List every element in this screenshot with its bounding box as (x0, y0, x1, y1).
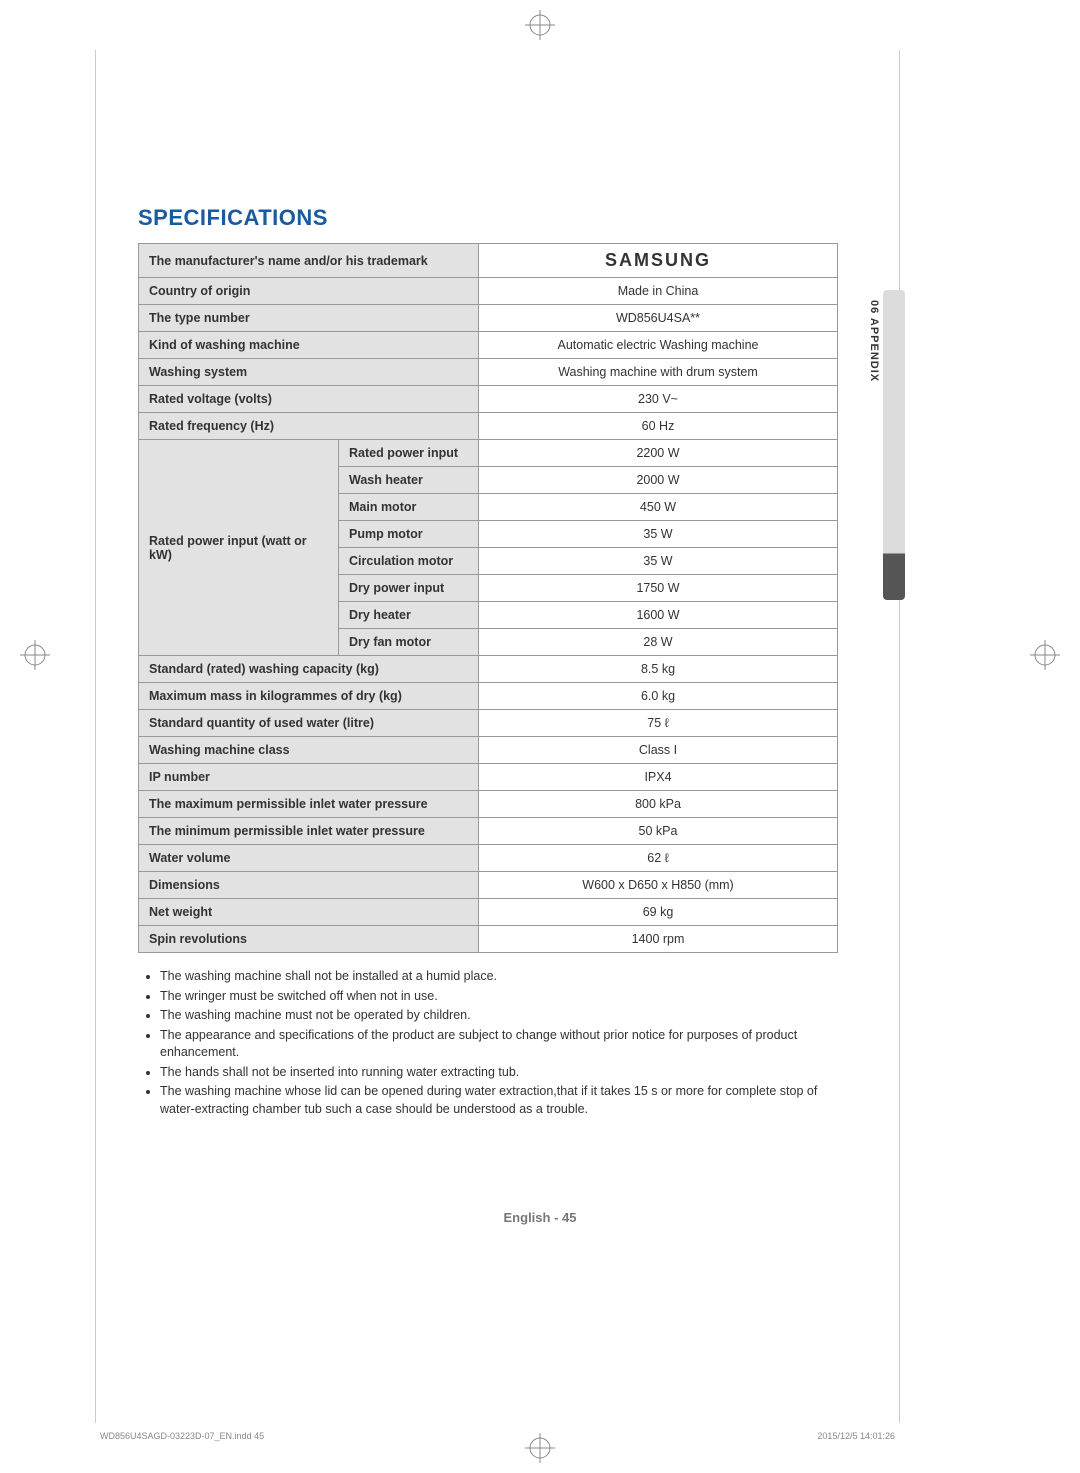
trim-line-left (95, 50, 96, 1423)
spec-value: 62 ℓ (479, 845, 838, 872)
spec-value: 6.0 kg (479, 683, 838, 710)
spec-value: 2000 W (479, 467, 838, 494)
spec-sublabel: Pump motor (339, 521, 479, 548)
indd-filename: WD856U4SAGD-03223D-07_EN.indd 45 (100, 1431, 264, 1441)
note-item: The washing machine whose lid can be ope… (160, 1083, 840, 1118)
spec-value: 2200 W (479, 440, 838, 467)
spec-value: Automatic electric Washing machine (479, 332, 838, 359)
spec-value: 800 kPa (479, 791, 838, 818)
page-footer: English - 45 (120, 1210, 960, 1225)
spec-sublabel: Dry power input (339, 575, 479, 602)
spec-value: 35 W (479, 548, 838, 575)
spec-value: 75 ℓ (479, 710, 838, 737)
spec-label: IP number (139, 764, 479, 791)
spec-label: The maximum permissible inlet water pres… (139, 791, 479, 818)
spec-label: Rated frequency (Hz) (139, 413, 479, 440)
spec-value: 8.5 kg (479, 656, 838, 683)
spec-sublabel: Circulation motor (339, 548, 479, 575)
spec-value: 69 kg (479, 899, 838, 926)
spec-sublabel: Dry fan motor (339, 629, 479, 656)
note-item: The appearance and specifications of the… (160, 1027, 840, 1062)
spec-sublabel: Dry heater (339, 602, 479, 629)
spec-value: 60 Hz (479, 413, 838, 440)
spec-label: Rated voltage (volts) (139, 386, 479, 413)
brand-logo: SAMSUNG (479, 244, 838, 278)
spec-label: Washing machine class (139, 737, 479, 764)
crop-mark-right (1030, 640, 1060, 670)
crop-mark-bottom (525, 1433, 555, 1463)
crop-mark-top (525, 10, 555, 40)
note-item: The wringer must be switched off when no… (160, 988, 840, 1006)
spec-group-label: Rated power input (watt or kW) (139, 440, 339, 656)
spec-label: Water volume (139, 845, 479, 872)
spec-value: 1750 W (479, 575, 838, 602)
note-item: The hands shall not be inserted into run… (160, 1064, 840, 1082)
spec-value: W600 x D650 x H850 (mm) (479, 872, 838, 899)
page-content: SPECIFICATIONS The manufacturer's name a… (120, 60, 960, 1120)
spec-label: Standard (rated) washing capacity (kg) (139, 656, 479, 683)
spec-label: Country of origin (139, 278, 479, 305)
spec-value: 35 W (479, 521, 838, 548)
note-item: The washing machine shall not be install… (160, 968, 840, 986)
spec-value: 50 kPa (479, 818, 838, 845)
spec-label: Spin revolutions (139, 926, 479, 953)
specifications-table: The manufacturer's name and/or his trade… (138, 243, 838, 953)
spec-value: 28 W (479, 629, 838, 656)
spec-value: Washing machine with drum system (479, 359, 838, 386)
spec-value: 1400 rpm (479, 926, 838, 953)
spec-label: Maximum mass in kilogrammes of dry (kg) (139, 683, 479, 710)
spec-value: 450 W (479, 494, 838, 521)
spec-label: Washing system (139, 359, 479, 386)
spec-sublabel: Wash heater (339, 467, 479, 494)
spec-sublabel: Rated power input (339, 440, 479, 467)
section-heading: SPECIFICATIONS (138, 205, 960, 231)
spec-value: IPX4 (479, 764, 838, 791)
spec-sublabel: Main motor (339, 494, 479, 521)
spec-label: The manufacturer's name and/or his trade… (139, 244, 479, 278)
note-item: The washing machine must not be operated… (160, 1007, 840, 1025)
indd-timestamp: 2015/12/5 14:01:26 (817, 1431, 895, 1441)
spec-label: The type number (139, 305, 479, 332)
spec-label: Standard quantity of used water (litre) (139, 710, 479, 737)
notes-list: The washing machine shall not be install… (160, 968, 840, 1118)
spec-value: Class I (479, 737, 838, 764)
spec-label: Kind of washing machine (139, 332, 479, 359)
spec-value: 1600 W (479, 602, 838, 629)
spec-label: Dimensions (139, 872, 479, 899)
spec-value: WD856U4SA** (479, 305, 838, 332)
spec-label: Net weight (139, 899, 479, 926)
crop-mark-left (20, 640, 50, 670)
spec-value: 230 V~ (479, 386, 838, 413)
spec-value: Made in China (479, 278, 838, 305)
spec-label: The minimum permissible inlet water pres… (139, 818, 479, 845)
